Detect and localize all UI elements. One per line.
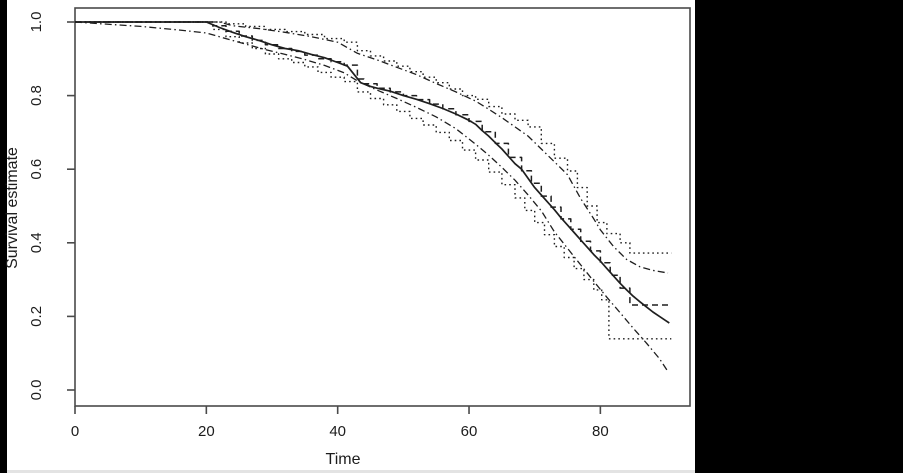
series-survival-estimate-step [75,21,670,306]
y-tick-label: 0.8 [28,85,45,106]
series-ci-upper-smooth [75,21,669,274]
x-tick-label: 40 [329,423,346,440]
y-tick-label: 0.6 [28,159,45,180]
bottom-edge-strip [7,470,695,473]
y-tick-label: 1.0 [28,12,45,33]
series-ci-lower-smooth [74,21,669,372]
series-survival-estimate-smooth [75,21,670,324]
y-tick-label: 0.4 [28,232,45,253]
y-axis-title: Survival estimate [4,147,21,269]
right-black-panel [695,0,903,473]
plot-box [74,7,691,407]
x-tick-label: 20 [198,423,215,440]
y-tick-label: 0.0 [28,380,45,401]
x-tick-label: 0 [71,423,79,440]
x-tick-label: 60 [461,423,478,440]
left-black-border [0,0,7,473]
x-axis-title: Time [326,451,361,468]
y-tick-label: 0.2 [28,306,45,327]
x-tick-label: 80 [592,423,609,440]
series-ci-lower-step [75,21,672,340]
series-ci-upper-step [75,21,672,254]
